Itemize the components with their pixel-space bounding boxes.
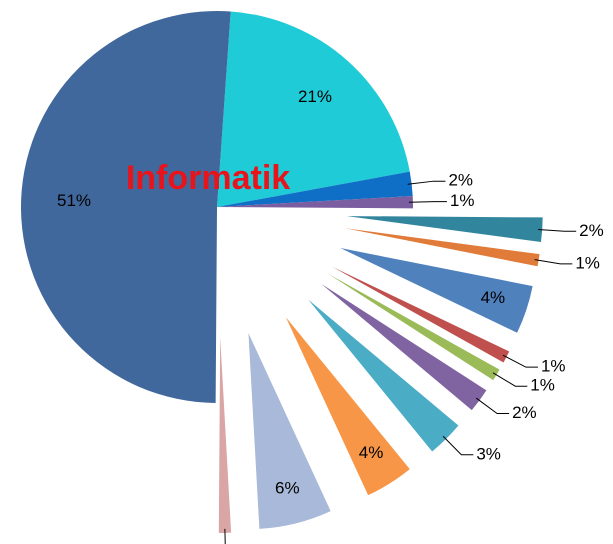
pie xyxy=(20,10,543,533)
leader-line xyxy=(492,372,528,387)
data-label: 2% xyxy=(448,171,473,190)
data-label: 2% xyxy=(512,403,537,422)
data-label: 51% xyxy=(57,191,91,210)
data-label: 1% xyxy=(530,376,555,395)
pie-slice xyxy=(218,336,232,533)
leader-line xyxy=(224,528,226,544)
data-label: 1% xyxy=(541,357,566,376)
pie-slice xyxy=(321,284,487,411)
pie-slice xyxy=(285,317,410,496)
pie-slice xyxy=(248,333,331,529)
pie-slice xyxy=(345,228,540,267)
data-label: 3% xyxy=(476,444,501,463)
chart-title: Informatik xyxy=(126,159,290,197)
pie-slice xyxy=(217,171,413,207)
pie-slice xyxy=(20,10,231,403)
pie-slice xyxy=(328,273,500,381)
data-label: 2% xyxy=(579,221,604,240)
data-label: 1% xyxy=(575,253,600,272)
leader-line xyxy=(534,259,573,265)
data-label: 21% xyxy=(298,87,332,106)
pie-slice xyxy=(332,266,510,363)
data-label: 4% xyxy=(359,443,384,462)
leader-line xyxy=(502,354,538,368)
data-label: 6% xyxy=(275,479,300,498)
leader-line xyxy=(475,397,510,415)
pie-slice xyxy=(346,216,543,242)
data-label: 4% xyxy=(481,288,506,307)
leader-line xyxy=(407,180,446,185)
pie-slice xyxy=(340,248,533,333)
pie-slice xyxy=(308,299,459,452)
data-label: 1% xyxy=(450,191,475,210)
leader-line xyxy=(538,228,577,232)
leader-line xyxy=(442,435,474,456)
pie-slice xyxy=(217,11,410,207)
leader-line xyxy=(408,201,447,203)
pie-slice xyxy=(217,196,413,209)
